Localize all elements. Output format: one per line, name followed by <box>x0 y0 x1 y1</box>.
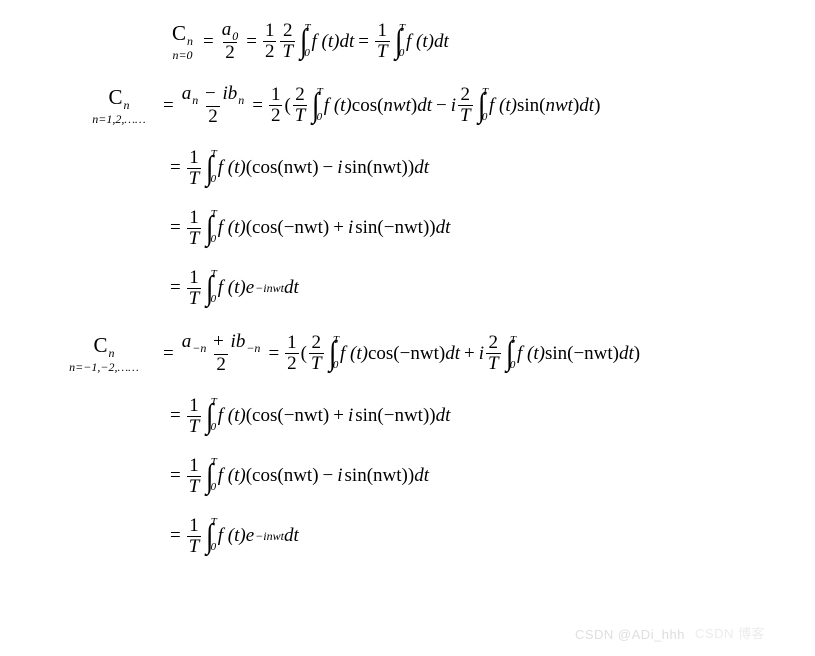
frac-2-over-T: 2 T <box>280 21 295 62</box>
equation-case0: Cn n=0 = a0 2 = 1 2 2 T ∫ T0 f (t) dt = … <box>172 20 449 63</box>
dt: dt <box>339 31 354 53</box>
watermark-csdn-author: CSDN @ADi_hhh <box>575 627 685 642</box>
equation-case1-line2: = 1T ∫T0 f (t) ( cos(nwt) − i sin(nwt) )… <box>160 148 429 189</box>
lhs-case1: Cn n=1,2,…… <box>85 87 153 125</box>
rhs-case1-line1: = an − ibn 2 = 12 ( 2T ∫T0 f (t) cos(nwt… <box>159 84 600 127</box>
frac-half: 1 2 <box>263 21 277 62</box>
equation-case2-line1: Cn n=−1,−2,…… = a−n + ib−n 2 = 12 ( 2T ∫… <box>55 332 640 375</box>
frac-an-ibn: an − ibn 2 <box>180 84 247 127</box>
n-subscript: n <box>187 34 193 48</box>
equation-case1-line4: = 1T ∫T0 f (t) e−inwt dt <box>160 268 299 309</box>
cos-neg-nwt: cos(−nwt) <box>252 217 329 239</box>
case0-condition: n=0 <box>172 49 193 61</box>
lhs-case0: Cn n=0 <box>172 23 193 61</box>
case1-condition: n=1,2,…… <box>85 113 153 125</box>
equation-case1-line3: = 1T ∫T0 f (t) ( cos(−nwt) + i sin(−nwt)… <box>160 208 450 249</box>
integrand-ft: f (t) <box>311 31 339 53</box>
case2-condition: n=−1,−2,…… <box>55 361 153 373</box>
equation-case2-line4: = 1T ∫T0 f (t) e−inwt dt <box>160 516 299 557</box>
cos-nwt: cos(nwt) <box>252 157 318 179</box>
frac-amn-ibmn: a−n + ib−n 2 <box>180 332 263 375</box>
equation-case1-line1: Cn n=1,2,…… = an − ibn 2 = 12 ( 2T ∫T0 f… <box>85 84 600 127</box>
integral: ∫ T0 <box>298 30 310 54</box>
integral: ∫ T0 <box>393 30 405 54</box>
C-symbol: C <box>172 21 186 45</box>
watermark-csdn-blog: CSDN 博客 <box>695 623 765 642</box>
equation-case2-line2: = 1T ∫T0 f (t) ( cos(−nwt) + i sin(−nwt)… <box>160 396 450 437</box>
frac-1-over-T: 1 T <box>375 21 390 62</box>
rhs-case2-line1: = a−n + ib−n 2 = 12 ( 2T ∫T0 f (t) cos(−… <box>159 332 640 375</box>
sin-neg-nwt: sin(−nwt) <box>355 217 429 239</box>
rhs-case0: = a0 2 = 1 2 2 T ∫ T0 f (t) dt = 1 T ∫ T… <box>199 20 449 63</box>
sin-nwt: sin(nwt) <box>345 157 408 179</box>
lhs-case2: Cn n=−1,−2,…… <box>55 335 153 373</box>
equation-case2-line3: = 1T ∫T0 f (t) ( cos(nwt) − i sin(nwt) )… <box>160 456 429 497</box>
frac-a0-2: a0 2 <box>220 20 241 63</box>
exp-neg-inwt: −inwt <box>255 281 284 296</box>
